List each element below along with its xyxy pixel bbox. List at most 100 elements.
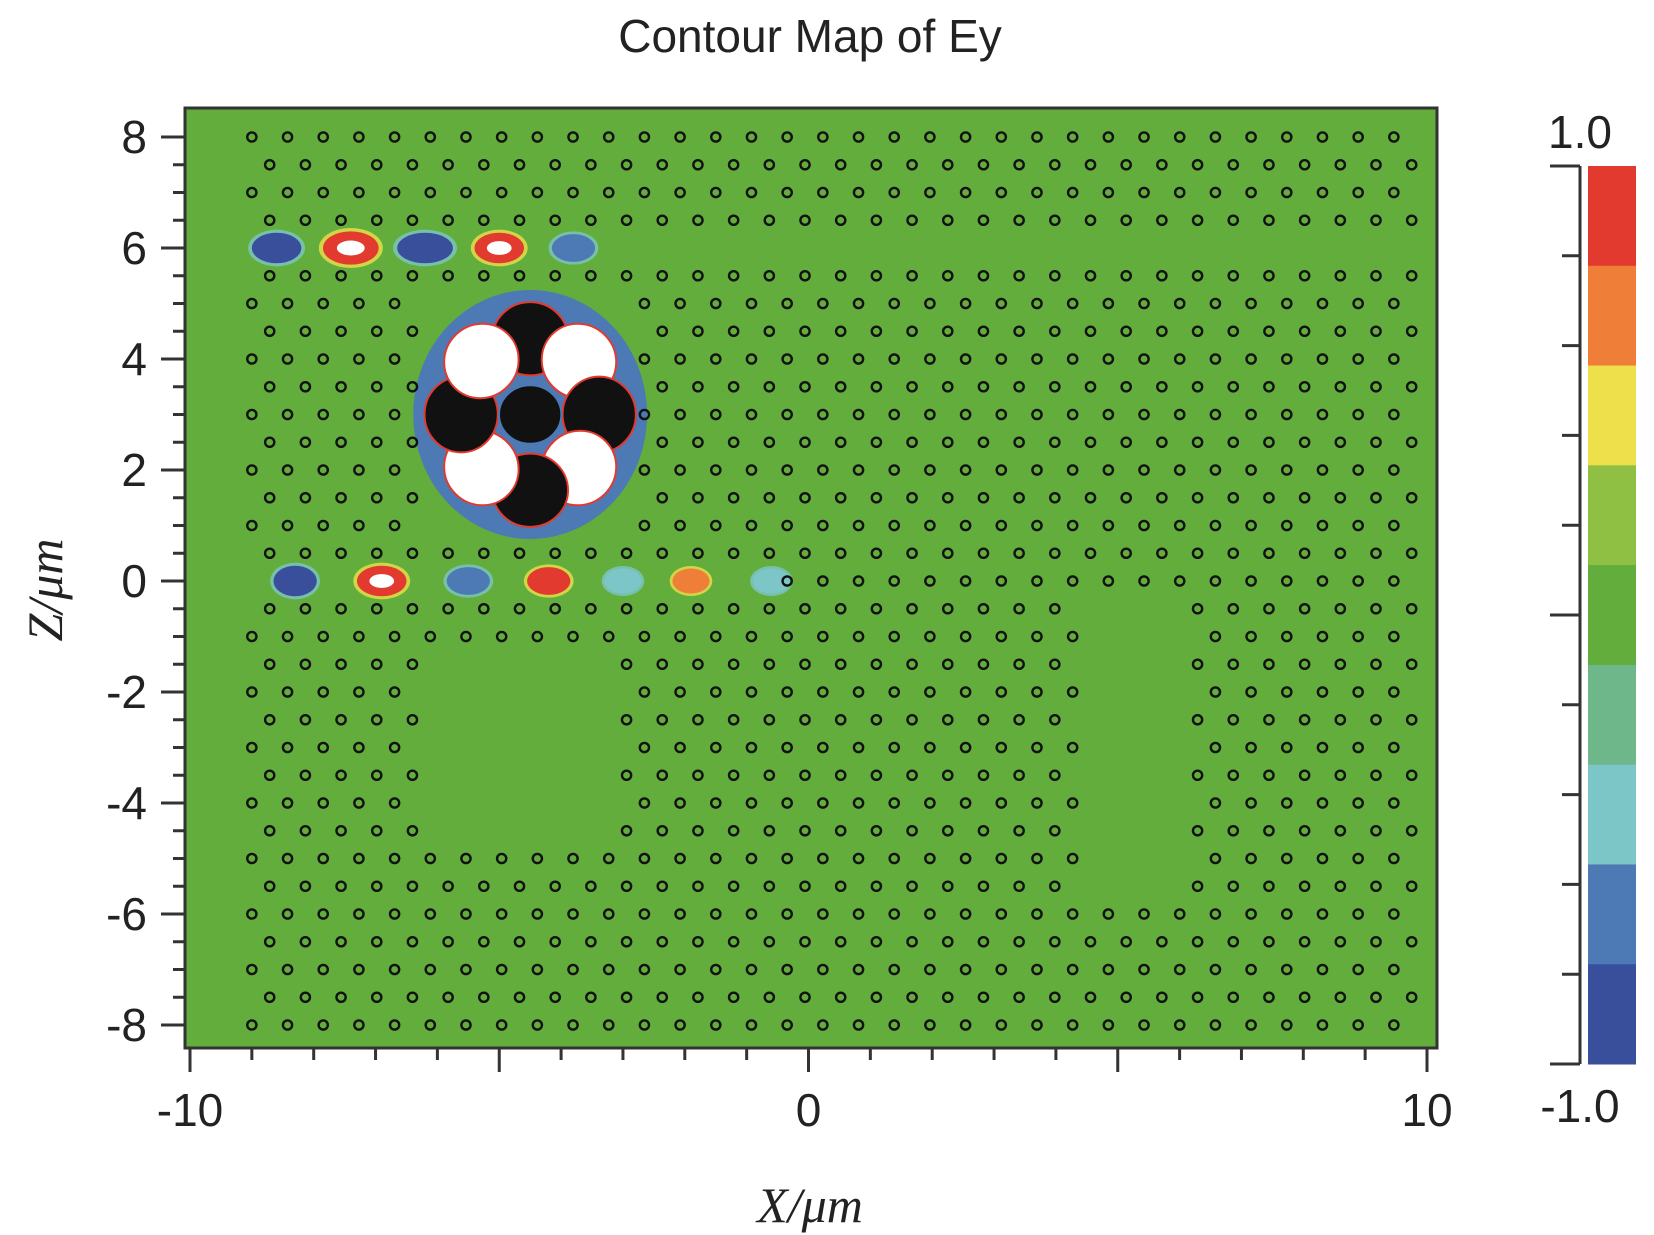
lattice-hole: [692, 325, 704, 338]
lattice-hole: [1388, 408, 1400, 421]
lattice-hole: [692, 214, 704, 227]
lattice-hole: [709, 630, 722, 643]
lattice-hole: [1280, 630, 1293, 643]
lattice-hole: [567, 1019, 579, 1031]
cavity-lobe: [443, 322, 520, 400]
lattice-hole: [977, 991, 990, 1004]
lattice-hole: [1280, 908, 1293, 920]
lattice-hole: [602, 186, 615, 199]
lattice-hole: [388, 408, 401, 421]
lattice-hole: [1102, 519, 1115, 532]
lattice-hole: [1084, 214, 1097, 227]
lattice-hole: [460, 852, 472, 865]
lattice-hole: [977, 658, 990, 671]
lattice-hole: [531, 963, 544, 976]
lattice-hole: [1031, 852, 1043, 865]
lattice-hole: [995, 464, 1008, 476]
lattice-hole: [1049, 769, 1061, 782]
y-tick-label: 2: [121, 444, 147, 496]
lattice-hole: [1031, 297, 1043, 310]
lattice-hole: [941, 158, 954, 171]
lattice-hole: [1334, 158, 1347, 171]
lattice-hole: [638, 852, 651, 865]
lattice-hole: [709, 186, 722, 199]
lattice-hole: [977, 158, 990, 171]
lattice-hole: [1263, 158, 1275, 171]
lattice-hole: [1334, 325, 1347, 338]
lattice-hole: [1334, 491, 1347, 504]
lattice-hole: [1120, 991, 1132, 1004]
lattice-hole: [370, 436, 383, 449]
lattice-hole: [1245, 464, 1257, 476]
lattice-hole: [1013, 602, 1025, 615]
lattice-hole: [299, 380, 312, 393]
lattice-hole: [299, 991, 312, 1004]
lattice-hole: [799, 491, 811, 504]
lattice-hole: [549, 547, 561, 560]
lattice-hole: [549, 991, 561, 1004]
lattice-hole: [1352, 186, 1364, 199]
lattice-hole: [1173, 963, 1186, 976]
lattice-hole: [1245, 852, 1257, 865]
lattice-hole: [281, 464, 294, 476]
lattice-hole: [834, 269, 847, 282]
lattice-hole: [620, 880, 633, 893]
lattice-hole: [442, 547, 454, 560]
lattice-hole: [924, 797, 936, 809]
lattice-hole: [1316, 908, 1329, 920]
colorbar-level: [1588, 964, 1636, 1065]
lattice-hole: [692, 158, 704, 171]
lattice-hole: [246, 963, 258, 976]
lattice-hole: [995, 797, 1008, 809]
lattice-hole: [1405, 824, 1418, 837]
lattice-hole: [1352, 852, 1364, 865]
lattice-hole: [888, 186, 901, 199]
lattice-hole: [656, 158, 669, 171]
lattice-hole: [1334, 769, 1347, 782]
lattice-hole: [709, 131, 722, 143]
lattice-hole: [460, 131, 472, 143]
lattice-hole: [1388, 1019, 1400, 1031]
lattice-hole: [959, 186, 972, 199]
lattice-hole: [1245, 575, 1257, 587]
lattice-hole: [1066, 464, 1079, 476]
lattice-hole: [353, 519, 365, 532]
lattice-hole: [1352, 353, 1364, 365]
lattice-hole: [959, 131, 972, 143]
lattice-hole: [1263, 824, 1275, 837]
lattice-hole: [246, 408, 258, 421]
lattice-hole: [959, 519, 972, 532]
lattice-hole: [1316, 464, 1329, 476]
lattice-hole: [602, 852, 615, 865]
lattice-hole: [888, 741, 901, 754]
lattice-hole: [1405, 602, 1418, 615]
lattice-hole: [370, 824, 383, 837]
lattice-hole: [1013, 547, 1025, 560]
lattice-hole: [1316, 630, 1329, 643]
lattice-hole: [1066, 797, 1079, 809]
lattice-hole: [1245, 686, 1257, 698]
lattice-hole: [888, 963, 901, 976]
lattice-hole: [246, 797, 258, 809]
lattice-hole: [1334, 658, 1347, 671]
lattice-hole: [1066, 1019, 1079, 1031]
lattice-hole: [870, 824, 883, 837]
lattice-hole: [1191, 325, 1204, 338]
lattice-hole: [299, 935, 312, 948]
lattice-hole: [1084, 547, 1097, 560]
lattice-hole: [317, 741, 330, 754]
lattice-hole: [1227, 491, 1240, 504]
lattice-hole: [1370, 436, 1382, 449]
lattice-hole: [513, 991, 526, 1004]
lattice-hole: [763, 991, 776, 1004]
lattice-hole: [727, 269, 740, 282]
lattice-hole: [1138, 353, 1150, 365]
lattice-hole: [834, 824, 847, 837]
lattice-hole: [727, 214, 740, 227]
lattice-hole: [906, 658, 918, 671]
lattice-hole: [656, 658, 669, 671]
lattice-hole: [817, 963, 829, 976]
lattice-hole: [317, 1019, 330, 1031]
lattice-hole: [1031, 686, 1043, 698]
lattice-hole: [941, 880, 954, 893]
